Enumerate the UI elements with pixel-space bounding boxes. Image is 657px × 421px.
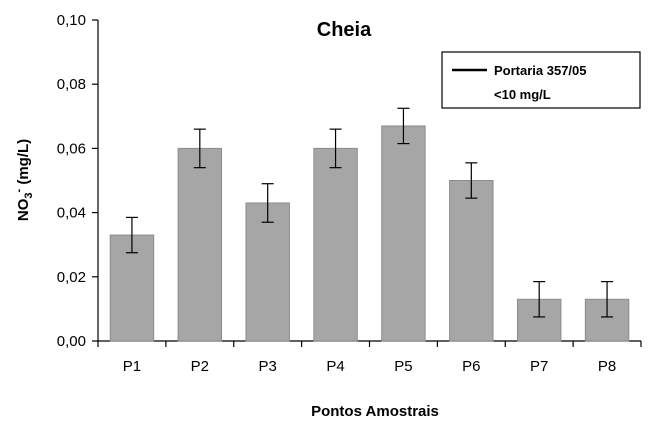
y-axis-label-subscript: 3 (23, 193, 35, 199)
y-tick-label: 0,06 (57, 140, 86, 157)
y-tick-label: 0,04 (57, 205, 86, 222)
y-tick-label: 0,02 (57, 269, 86, 286)
bars (109, 125, 630, 342)
x-tick-label-p8: P8 (598, 358, 616, 375)
x-tick-label-p2: P2 (191, 358, 209, 375)
error-bars (125, 107, 614, 318)
y-tick-label: 0,10 (57, 12, 86, 29)
y-axis-label-unit: (mg/L) (15, 139, 32, 189)
y-axis-label-main: NO (15, 198, 32, 221)
bar-p2 (177, 147, 223, 342)
legend-label-line2: <10 mg/L (494, 87, 551, 102)
x-tick-label-p3: P3 (259, 358, 277, 375)
legend: Portaria 357/05 <10 mg/L (441, 51, 641, 109)
bar-p3 (245, 202, 290, 342)
y-tick-label: 0,00 (57, 333, 86, 350)
bar-p4 (313, 147, 358, 342)
legend-box (441, 51, 641, 109)
bar-p5 (381, 125, 426, 342)
y-axis-label: NO3- (mg/L) (13, 139, 35, 221)
y-tick-label: 0,08 (57, 76, 86, 93)
chart-title: Cheia (317, 19, 372, 41)
x-tick-label-p4: P4 (326, 358, 344, 375)
x-axis-title: Pontos Amostrais (311, 403, 439, 420)
y-axis-label-superscript: - (13, 189, 25, 193)
legend-label-line1: Portaria 357/05 (494, 63, 587, 78)
y-ticks: 0,00 0,02 0,04 0,06 0,08 0,10 (57, 12, 98, 350)
x-tick-label-p6: P6 (462, 358, 480, 375)
x-tick-label-p5: P5 (394, 358, 412, 375)
y-axis-title: NO3- (mg/L) (13, 139, 35, 221)
x-ticks: P1 P2 P3 P4 P5 P6 P7 P8 (97, 341, 642, 375)
x-tick-label-p7: P7 (530, 358, 548, 375)
x-tick-label-p1: P1 (123, 358, 141, 375)
bar-p6 (449, 180, 494, 342)
